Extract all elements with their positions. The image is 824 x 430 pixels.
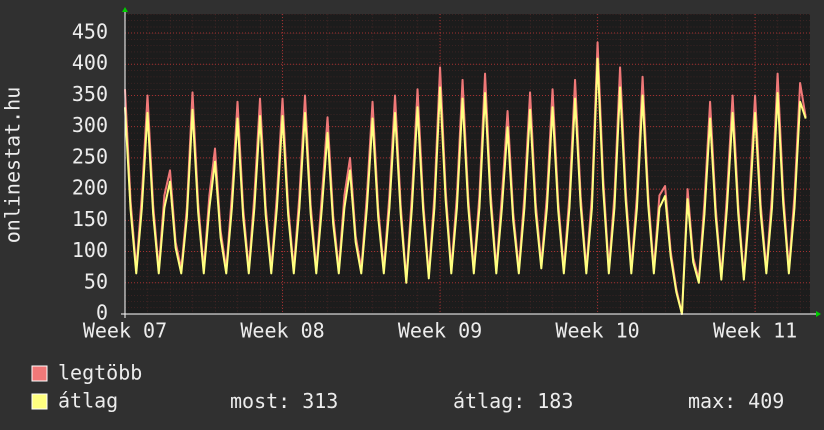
stat-value: 313 bbox=[302, 389, 338, 413]
y-tick-label: 0 bbox=[96, 301, 108, 325]
x-tick-label: Week 10 bbox=[555, 319, 639, 343]
y-tick-label: 450 bbox=[72, 20, 108, 44]
legend-stat: átlag: 183 bbox=[453, 389, 573, 413]
y-tick-label: 150 bbox=[72, 207, 108, 231]
legend-label: legtöbb bbox=[58, 361, 142, 385]
y-tick-label: 100 bbox=[72, 238, 108, 262]
legend-swatch bbox=[31, 393, 48, 410]
y-tick-label: 50 bbox=[84, 269, 108, 293]
legend-stat: most: 313 bbox=[230, 389, 338, 413]
y-tick-label: 250 bbox=[72, 144, 108, 168]
legend-stat: max: 409 bbox=[688, 389, 784, 413]
x-tick-label: Week 09 bbox=[398, 319, 482, 343]
stat-value: 183 bbox=[537, 389, 573, 413]
stat-label: most: bbox=[230, 389, 290, 413]
y-tick-label: 300 bbox=[72, 113, 108, 137]
y-tick-label: 350 bbox=[72, 82, 108, 106]
x-tick-label: Week 07 bbox=[83, 319, 167, 343]
stat-value: 409 bbox=[748, 389, 784, 413]
x-tick-label: Week 08 bbox=[240, 319, 324, 343]
x-tick-label: Week 11 bbox=[713, 319, 797, 343]
y-axis-label: onlinestat.hu bbox=[1, 87, 25, 244]
y-tick-label: 200 bbox=[72, 176, 108, 200]
stat-label: átlag: bbox=[453, 389, 525, 413]
y-tick-label: 400 bbox=[72, 51, 108, 75]
series-line bbox=[124, 57, 807, 315]
y-axis-arrow bbox=[122, 7, 128, 12]
x-axis-arrow bbox=[816, 311, 821, 317]
legend-label: átlag bbox=[58, 389, 118, 413]
legend-swatch bbox=[31, 365, 48, 382]
stat-label: max: bbox=[688, 389, 736, 413]
